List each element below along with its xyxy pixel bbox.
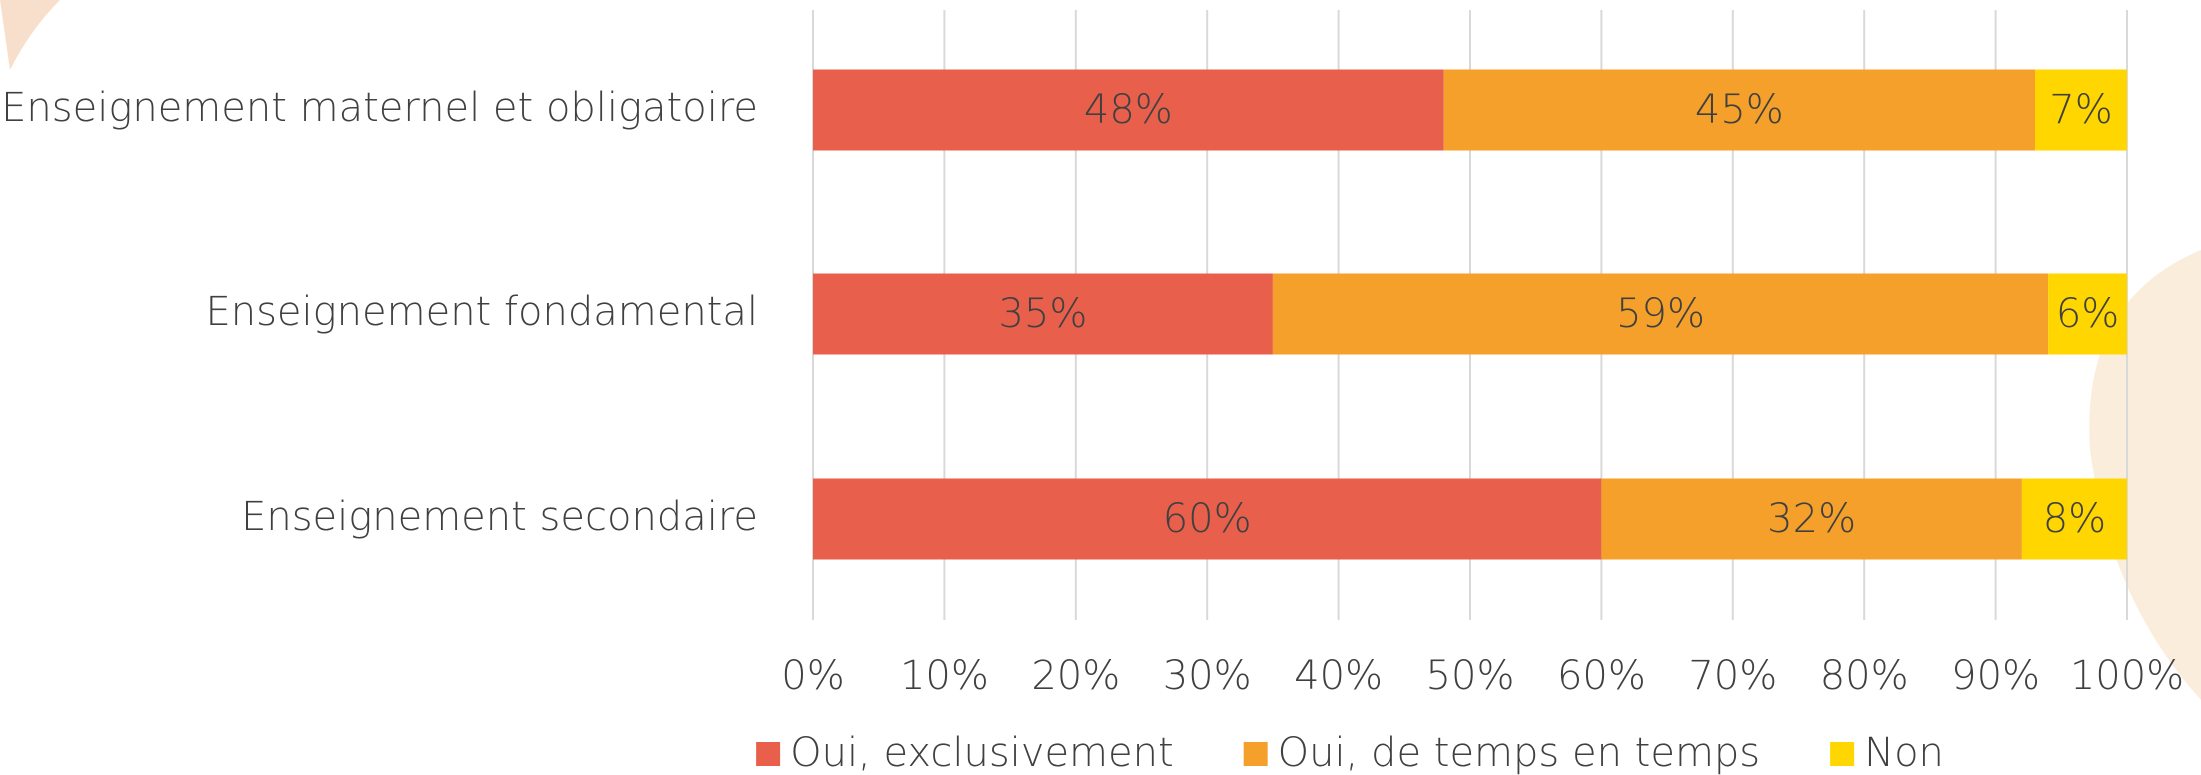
- data-label: 35%: [998, 291, 1087, 337]
- legend-label: Oui, exclusivement: [790, 730, 1174, 775]
- data-label: 8%: [2043, 496, 2106, 542]
- data-label: 48%: [1084, 87, 1173, 133]
- bar-segment: [813, 478, 1602, 560]
- legend-swatch: [756, 742, 781, 766]
- x-tick-label: 50%: [1426, 653, 1515, 699]
- bar-segment: [2035, 69, 2127, 151]
- data-label: 59%: [1616, 291, 1705, 337]
- bar-segment: [1272, 273, 2049, 355]
- x-tick-label: 100%: [2070, 653, 2184, 699]
- x-tick-label: 20%: [1031, 653, 1120, 699]
- y-tick-label: Enseignement maternel et obligatoire: [1, 85, 758, 131]
- legend-swatch: [1830, 742, 1855, 766]
- data-label: 6%: [2056, 291, 2119, 337]
- x-tick-label: 60%: [1557, 653, 1646, 699]
- x-tick-label: 70%: [1688, 653, 1777, 699]
- bar-segment: [813, 273, 1273, 355]
- x-tick-label: 90%: [1951, 653, 2040, 699]
- decoration: [0, 0, 60, 70]
- x-tick-label: 10%: [900, 653, 989, 699]
- bar-segment: [2048, 273, 2127, 355]
- x-tick-label: 30%: [1163, 653, 1252, 699]
- data-label: 7%: [2049, 87, 2112, 133]
- legend-label: Non: [1864, 730, 1944, 775]
- bar-segment: [1601, 478, 2022, 560]
- legend-swatch: [1243, 742, 1268, 766]
- decoration: [2089, 250, 2201, 700]
- y-tick-label: Enseignement secondaire: [241, 494, 758, 540]
- bar-segment: [813, 69, 1444, 151]
- x-tick-label: 80%: [1820, 653, 1909, 699]
- bar-segment: [1443, 69, 2036, 151]
- y-tick-label: Enseignement fondamental: [205, 289, 758, 335]
- x-tick-label: 40%: [1294, 653, 1383, 699]
- bar-segment: [2021, 478, 2127, 560]
- data-label: 45%: [1695, 87, 1784, 133]
- x-tick-label: 0%: [781, 653, 844, 699]
- data-label: 32%: [1767, 496, 1856, 542]
- legend-label: Oui, de temps en temps: [1278, 730, 1760, 775]
- data-label: 60%: [1163, 496, 1252, 542]
